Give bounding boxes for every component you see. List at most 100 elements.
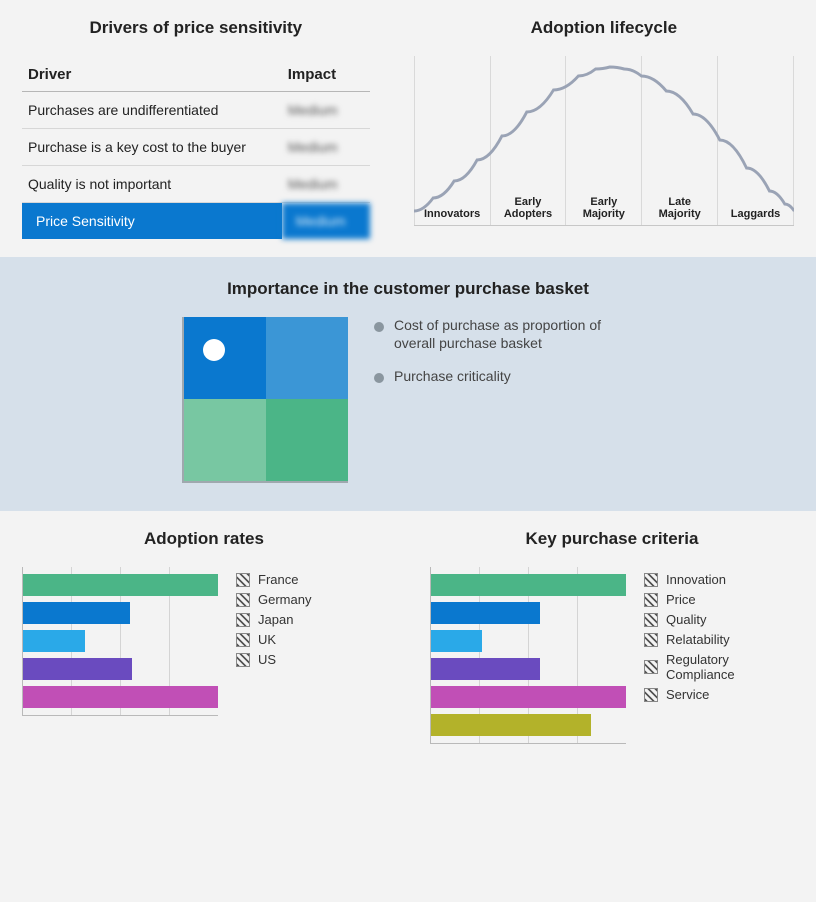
importance-panel: Importance in the customer purchase bask… [0, 257, 816, 511]
bar-fill [431, 630, 482, 652]
bars-legend-item: Innovation [644, 572, 794, 587]
drivers-cell-driver: Purchases are undifferentiated [22, 92, 282, 129]
bar-fill [23, 686, 218, 708]
bars-legend-item: Regulatory Compliance [644, 652, 794, 682]
bars-legend-item: Relatability [644, 632, 794, 647]
bar-row [23, 602, 218, 624]
bars-legend-label: US [258, 652, 276, 667]
lifecycle-segment: EarlyAdopters [490, 56, 566, 225]
quad-bl [184, 399, 266, 481]
purchase-criteria-legend: Innovation Price Quality Relatability Regula… [644, 567, 794, 744]
drivers-tbody: Purchases are undifferentiatedMediumPurc… [22, 92, 370, 240]
bars-legend-label: Japan [258, 612, 293, 627]
drivers-table: Driver Impact Purchases are undifferenti… [22, 56, 370, 239]
importance-legend: Cost of purchase as proportion of overal… [374, 317, 634, 402]
drivers-cell-impact: Medium [282, 129, 370, 166]
bars-legend-item: France [236, 572, 386, 587]
drivers-cell-driver: Purchase is a key cost to the buyer [22, 129, 282, 166]
lifecycle-segment-label: Laggards [718, 208, 793, 221]
bar-fill [431, 714, 591, 736]
hatch-icon [236, 573, 250, 587]
bar-row [431, 714, 626, 736]
lifecycle-segment: LateMajority [641, 56, 717, 225]
bars-legend-label: Service [666, 687, 709, 702]
bars-legend-label: UK [258, 632, 276, 647]
bar-fill [431, 602, 540, 624]
bars-legend-item: Japan [236, 612, 386, 627]
bars-legend-label: Relatability [666, 632, 730, 647]
bar-fill [431, 686, 626, 708]
drivers-row: Quality is not importantMedium [22, 166, 370, 203]
bullet-icon [374, 373, 384, 383]
importance-legend-label: Cost of purchase as proportion of overal… [394, 317, 634, 352]
quad-tl [184, 317, 266, 399]
hatch-icon [644, 593, 658, 607]
row-top: Drivers of price sensitivity Driver Impa… [0, 0, 816, 257]
importance-title: Importance in the customer purchase bask… [22, 279, 794, 299]
purchase-criteria-panel: Key purchase criteria Innovation Price Qua… [408, 511, 816, 772]
hatch-icon [236, 613, 250, 627]
bars-legend-item: Quality [644, 612, 794, 627]
bar-fill [23, 574, 218, 596]
bar-row [23, 574, 218, 596]
quad-tr [266, 317, 348, 399]
hatch-icon [236, 633, 250, 647]
purchase-criteria-bars [431, 567, 626, 743]
bar-fill [431, 658, 540, 680]
drivers-summary-label: Price Sensitivity [22, 203, 282, 240]
hatch-icon [644, 573, 658, 587]
lifecycle-segment-label: LateMajority [642, 196, 717, 221]
lifecycle-segment-label: Innovators [415, 208, 490, 221]
drivers-panel: Drivers of price sensitivity Driver Impa… [0, 0, 392, 257]
bar-fill [23, 658, 132, 680]
bars-legend-item: Germany [236, 592, 386, 607]
lifecycle-columns: InnovatorsEarlyAdoptersEarlyMajorityLate… [414, 56, 794, 226]
drivers-summary-impact: Medium [282, 203, 370, 240]
hatch-icon [236, 593, 250, 607]
hatch-icon [236, 653, 250, 667]
hatch-icon [644, 613, 658, 627]
bar-fill [23, 630, 85, 652]
bars-legend-label: Price [666, 592, 696, 607]
importance-legend-item: Cost of purchase as proportion of overal… [374, 317, 634, 352]
drivers-summary-row: Price SensitivityMedium [22, 203, 370, 240]
adoption-rates-bars [23, 567, 218, 715]
bar-row [23, 686, 218, 708]
hatch-icon [644, 660, 658, 674]
purchase-criteria-chart [430, 567, 626, 744]
purchase-criteria-title: Key purchase criteria [430, 529, 794, 549]
lifecycle-segment: Laggards [717, 56, 794, 225]
lifecycle-segment-label: EarlyMajority [566, 196, 641, 221]
drivers-row: Purchase is a key cost to the buyerMediu… [22, 129, 370, 166]
bars-legend-item: US [236, 652, 386, 667]
adoption-rates-chart [22, 567, 218, 716]
row-bottom: Adoption rates France Germany Japan UK US Ke… [0, 511, 816, 772]
bars-legend-item: Service [644, 687, 794, 702]
lifecycle-segment: Innovators [414, 56, 490, 225]
bar-fill [23, 602, 130, 624]
lifecycle-panel: Adoption lifecycle InnovatorsEarlyAdopte… [392, 0, 816, 257]
bars-legend-item: UK [236, 632, 386, 647]
hatch-icon [644, 633, 658, 647]
adoption-rates-panel: Adoption rates France Germany Japan UK US [0, 511, 408, 772]
bar-row [431, 658, 626, 680]
bar-row [431, 630, 626, 652]
importance-marker [203, 339, 225, 361]
importance-quadrant [182, 317, 348, 483]
bar-row [23, 630, 218, 652]
bars-legend-label: France [258, 572, 298, 587]
lifecycle-segment: EarlyMajority [565, 56, 641, 225]
drivers-cell-impact: Medium [282, 92, 370, 129]
importance-legend-label: Purchase criticality [394, 368, 511, 386]
bars-legend-label: Innovation [666, 572, 726, 587]
lifecycle-title: Adoption lifecycle [414, 18, 794, 38]
bar-row [431, 602, 626, 624]
drivers-col-driver: Driver [22, 56, 282, 92]
adoption-rates-legend: France Germany Japan UK US [236, 567, 386, 716]
bar-fill [431, 574, 626, 596]
bar-row [23, 658, 218, 680]
bar-row [431, 574, 626, 596]
hatch-icon [644, 688, 658, 702]
adoption-rates-title: Adoption rates [22, 529, 386, 549]
quad-br [266, 399, 348, 481]
